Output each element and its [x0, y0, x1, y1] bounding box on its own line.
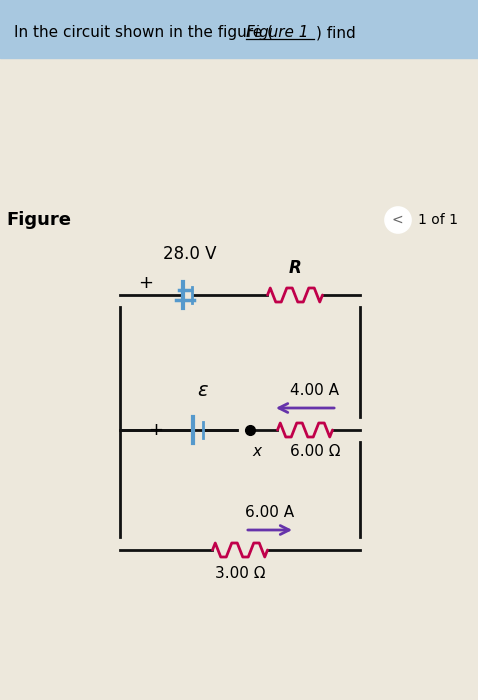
Text: Figure 1: Figure 1	[246, 25, 308, 41]
Text: ) find: ) find	[316, 25, 356, 41]
Text: 4.00 A: 4.00 A	[291, 383, 339, 398]
Text: R: R	[289, 259, 301, 277]
Text: +: +	[148, 421, 163, 439]
Bar	[0, 0, 478, 58]
Text: 3.00 Ω: 3.00 Ω	[215, 566, 265, 581]
Text: 28.0 V: 28.0 V	[163, 245, 217, 263]
Text: x: x	[252, 444, 261, 459]
Text: 6.00 A: 6.00 A	[245, 505, 294, 520]
Text: ε: ε	[197, 381, 207, 400]
Text: +: +	[138, 274, 153, 292]
Text: Figure: Figure	[6, 211, 71, 229]
Text: In the circuit shown in the figure (: In the circuit shown in the figure (	[14, 25, 273, 41]
Text: 1 of 1: 1 of 1	[418, 213, 458, 227]
Circle shape	[385, 207, 411, 233]
Text: 6.00 Ω: 6.00 Ω	[290, 444, 340, 459]
Text: <: <	[391, 213, 403, 227]
